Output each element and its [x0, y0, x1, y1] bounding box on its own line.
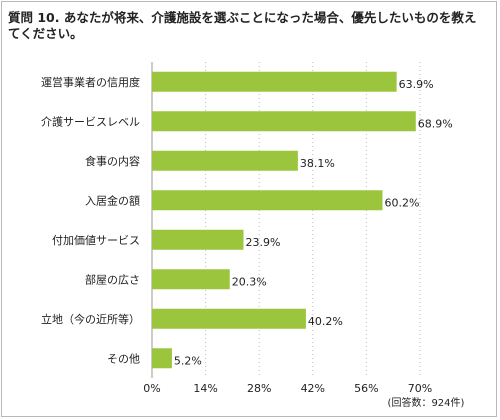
value-label: 5.2%	[174, 354, 202, 367]
category-label: 介護サービスレベル	[41, 114, 140, 128]
x-tick-labels: 0% 14% 28% 42% 56% 70%	[143, 382, 432, 395]
value-label: 40.2%	[308, 315, 343, 328]
bar	[152, 308, 306, 329]
grid-lines	[151, 62, 421, 378]
response-count-note: (回答数：924件)	[388, 396, 465, 409]
value-label: 63.9%	[399, 78, 434, 91]
bar	[152, 190, 383, 211]
value-label: 23.9%	[246, 236, 281, 249]
category-label: 食事の内容	[85, 154, 140, 168]
category-label: 運営事業者の信用度	[41, 75, 140, 89]
x-tick-label: 42%	[301, 382, 325, 395]
chart-title: 質問 10. あなたが将来、介護施設を選ぶことになった場合、優先したいものを教え…	[8, 10, 477, 41]
value-labels: 63.9% 68.9% 38.1% 60.2% 23.9% 20.3% 40.2% 5.2%	[174, 78, 453, 368]
value-label: 20.3%	[232, 275, 267, 288]
category-label: 部屋の広さ	[85, 272, 140, 286]
x-tick-label: 14%	[193, 382, 217, 395]
bar	[152, 348, 172, 369]
bars	[152, 71, 416, 369]
x-tick-label: 56%	[354, 382, 378, 395]
bar	[152, 269, 230, 290]
category-label: その他	[107, 352, 140, 365]
x-tick-label: 0%	[143, 382, 160, 395]
bar	[152, 71, 397, 92]
category-labels: 運営事業者の信用度介護サービスレベル食事の内容入居金の額付加価値サービス部屋の広…	[41, 75, 140, 366]
category-label: 立地（今の近所等）	[41, 312, 140, 326]
bar	[152, 229, 244, 250]
x-tick-label: 70%	[408, 382, 432, 395]
category-label: 入居金の額	[85, 193, 140, 207]
value-label: 38.1%	[300, 157, 335, 170]
bar	[152, 111, 416, 132]
value-label: 60.2%	[384, 196, 419, 209]
x-tick-label: 28%	[247, 382, 271, 395]
value-label: 68.9%	[418, 117, 453, 130]
category-label: 付加価値サービス	[52, 234, 140, 247]
bar	[152, 150, 298, 171]
